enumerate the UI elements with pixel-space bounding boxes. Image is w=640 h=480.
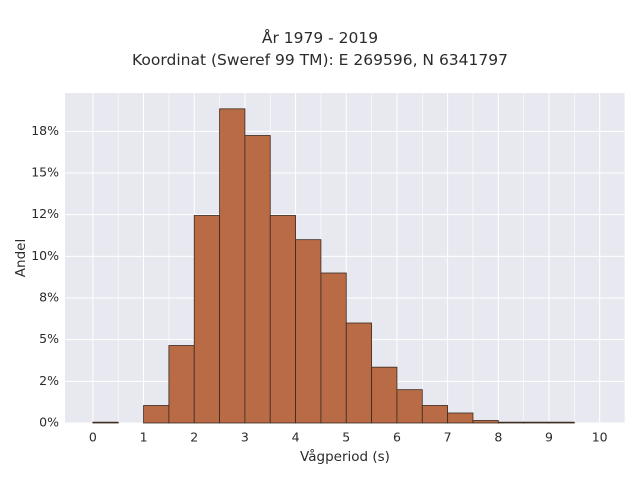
x-tick-label: 0 bbox=[89, 430, 97, 445]
histogram-bar bbox=[371, 366, 398, 424]
histogram-bar bbox=[168, 345, 195, 424]
histogram-bar bbox=[523, 421, 550, 424]
x-tick-label: 5 bbox=[342, 430, 350, 445]
histogram-bar bbox=[320, 272, 347, 424]
y-tick-label: 5% bbox=[39, 331, 59, 346]
histogram-bar bbox=[447, 412, 474, 424]
histogram-bar bbox=[193, 215, 220, 424]
histogram-bar bbox=[244, 135, 271, 424]
x-axis-label: Vågperiod (s) bbox=[300, 448, 390, 465]
y-tick-label: 18% bbox=[31, 123, 59, 138]
histogram-bar bbox=[548, 421, 575, 424]
histogram-bar bbox=[295, 239, 322, 424]
chart-title: År 1979 - 2019 bbox=[261, 29, 379, 47]
x-tick-label: 1 bbox=[140, 430, 148, 445]
x-tick-labels: 0 1 2 3 4 5 6 7 8 9 10 bbox=[89, 430, 608, 445]
y-tick-label: 8% bbox=[39, 290, 59, 305]
histogram-bar bbox=[143, 405, 170, 424]
histogram-bar bbox=[269, 215, 296, 424]
histogram-bar bbox=[92, 421, 119, 424]
x-tick-label: 7 bbox=[444, 430, 452, 445]
histogram-bar bbox=[472, 420, 499, 424]
y-tick-label: 10% bbox=[31, 248, 59, 263]
x-tick-label: 4 bbox=[292, 430, 300, 445]
y-tick-label: 0% bbox=[39, 415, 59, 430]
x-tick-label: 9 bbox=[545, 430, 553, 445]
x-tick-label: 10 bbox=[592, 430, 608, 445]
histogram-bar bbox=[497, 421, 525, 424]
histogram-bar bbox=[345, 322, 373, 424]
histogram-bar bbox=[396, 389, 423, 424]
chart-subtitle: Koordinat (Sweref 99 TM): E 269596, N 63… bbox=[132, 51, 508, 69]
x-tick-label: 2 bbox=[190, 430, 198, 445]
y-tick-label: 2% bbox=[39, 373, 59, 388]
histogram-bar bbox=[421, 405, 449, 424]
bars bbox=[92, 108, 575, 424]
y-tick-label: 12% bbox=[31, 206, 59, 221]
y-tick-labels: 0% 2% 5% 8% 10% 12% 15% 18% bbox=[31, 123, 59, 430]
histogram-bar bbox=[219, 108, 246, 424]
x-tick-label: 8 bbox=[494, 430, 502, 445]
y-axis-label: Andel bbox=[13, 239, 29, 277]
y-tick-label: 15% bbox=[31, 165, 59, 180]
x-tick-label: 6 bbox=[393, 430, 401, 445]
x-tick-label: 3 bbox=[241, 430, 249, 445]
